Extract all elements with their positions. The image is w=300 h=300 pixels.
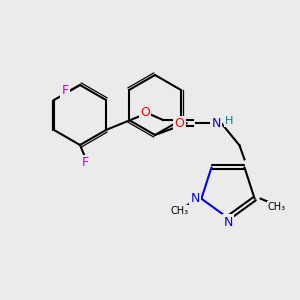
Text: N: N — [223, 215, 233, 229]
Text: O: O — [140, 106, 150, 118]
Text: N: N — [212, 117, 221, 130]
Text: F: F — [81, 157, 88, 169]
Text: F: F — [61, 83, 69, 97]
Text: O: O — [175, 117, 184, 130]
Text: CH₃: CH₃ — [170, 206, 188, 216]
Text: H: H — [225, 116, 234, 126]
Text: CH₃: CH₃ — [268, 202, 286, 212]
Text: N: N — [191, 192, 200, 205]
